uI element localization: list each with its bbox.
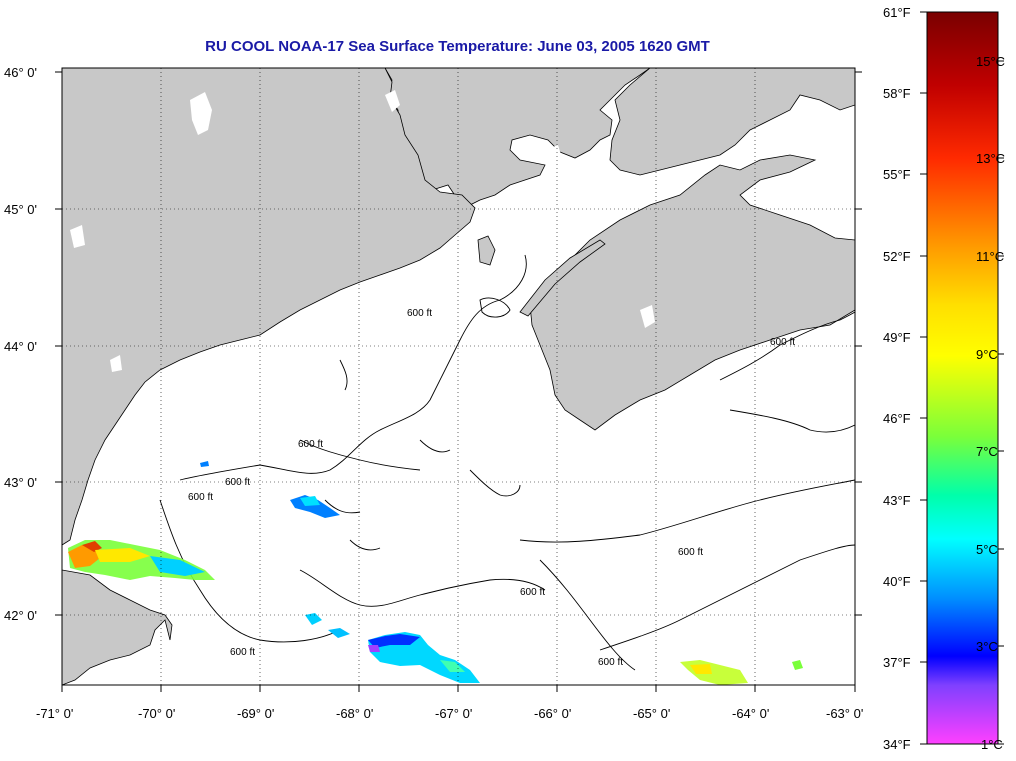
colorbar-c-label: 3°C — [976, 639, 998, 654]
lat-tick-label: 44° 0' — [4, 339, 37, 354]
lon-tick-label: -67° 0' — [435, 706, 472, 721]
lat-tick-label: 42° 0' — [4, 608, 37, 623]
isobath-label: 600 ft — [188, 492, 213, 503]
land-new-brunswick — [609, 68, 855, 176]
colorbar-f-label: 43°F — [883, 493, 911, 508]
isobath-label: 600 ft — [598, 657, 623, 668]
sst-patch-georges-north — [305, 613, 322, 625]
colorbar-f-label: 55°F — [883, 167, 911, 182]
colorbar-c-label: 13°C — [976, 151, 1005, 166]
colorbar-c-label: 11°C — [976, 249, 1004, 264]
lon-tick-label: -69° 0' — [237, 706, 274, 721]
isobath-label: 600 ft — [407, 308, 432, 319]
land-maine-coast — [62, 68, 476, 546]
sst-patch-small-blue — [200, 461, 209, 467]
sst-patch-cyan-edge — [150, 556, 205, 576]
colorbar-f-labels: 61°F 58°F 55°F 52°F 49°F 46°F 43°F 40°F … — [883, 5, 911, 752]
lat-tick-label: 45° 0' — [4, 202, 37, 217]
colorbar-f-label: 61°F — [883, 5, 911, 20]
lon-tick-label: -64° 0' — [732, 706, 769, 721]
land-grand-manan — [477, 235, 496, 266]
colorbar-c-label: 1°C — [981, 737, 1003, 752]
isobath-label: 600 ft — [678, 547, 703, 558]
inland-lakes — [70, 90, 655, 372]
colorbar-f-label: 58°F — [883, 86, 911, 101]
sst-patch-georges-blue — [368, 634, 420, 648]
sst-patch-central-cyan — [300, 496, 320, 506]
land-nova-scotia — [529, 154, 855, 431]
lon-tick-label: -66° 0' — [534, 706, 571, 721]
lat-lon-grid — [62, 68, 855, 685]
colorbar-f-label: 49°F — [883, 330, 911, 345]
colorbar-c-label: 15°C — [976, 54, 1005, 69]
lat-tick-label: 46° 0' — [4, 65, 37, 80]
isobath-lines — [159, 254, 855, 671]
colorbar-c-label: 9°C — [976, 347, 998, 362]
sst-patch-georges-mid — [328, 628, 350, 638]
lon-tick-label: -65° 0' — [633, 706, 670, 721]
colorbar-ticks — [920, 11, 1004, 745]
lon-tick-labels: -71° 0' -70° 0' -69° 0' -68° 0' -67° 0' … — [36, 706, 863, 721]
isobath-label: 600 ft — [225, 477, 250, 488]
colorbar-f-label: 52°F — [883, 249, 911, 264]
lon-tick-label: -68° 0' — [336, 706, 373, 721]
map-title: RU COOL NOAA-17 Sea Surface Temperature:… — [205, 38, 710, 55]
colorbar-c-label: 5°C — [976, 542, 998, 557]
colorbar-bar — [926, 11, 999, 745]
sst-patch-georges-green — [440, 660, 465, 672]
isobath-label: 600 ft — [520, 587, 545, 598]
sst-patch-georges-purple — [368, 645, 380, 652]
sst-patch-far-east — [792, 660, 803, 670]
isobath-labels: 600 ft 600 ft 600 ft 600 ft 600 ft 600 f… — [188, 308, 795, 668]
sst-patch-yellow-band — [95, 548, 150, 562]
lat-tick-labels: 46° 0' 45° 0' 44° 0' 43° 0' 42° 0' — [4, 65, 37, 623]
sst-patch-warm-spot — [82, 541, 102, 552]
colorbar: 61°F 58°F 55°F 52°F 49°F 46°F 43°F 40°F … — [883, 5, 1005, 752]
colorbar-f-label: 40°F — [883, 574, 911, 589]
colorbar-c-labels: 15°C 13°C 11°C 9°C 7°C 5°C 3°C 1°C — [976, 54, 1005, 752]
land-digby-neck — [519, 239, 606, 317]
tick-marks — [55, 71, 862, 692]
colorbar-f-label: 46°F — [883, 411, 911, 426]
colorbar-f-label: 34°F — [883, 737, 911, 752]
sst-patch-southeast-yellow — [690, 664, 712, 674]
lon-tick-label: -70° 0' — [138, 706, 175, 721]
isobath-label: 600 ft — [230, 647, 255, 658]
isobath-label: 600 ft — [298, 439, 323, 450]
lat-tick-label: 43° 0' — [4, 475, 37, 490]
lon-tick-label: -71° 0' — [36, 706, 73, 721]
lon-tick-label: -63° 0' — [826, 706, 863, 721]
colorbar-f-label: 37°F — [883, 655, 911, 670]
isobath-label: 600 ft — [770, 337, 795, 348]
colorbar-c-label: 7°C — [976, 444, 998, 459]
sst-data-patches — [68, 461, 803, 685]
land-cape-cod — [62, 569, 173, 685]
